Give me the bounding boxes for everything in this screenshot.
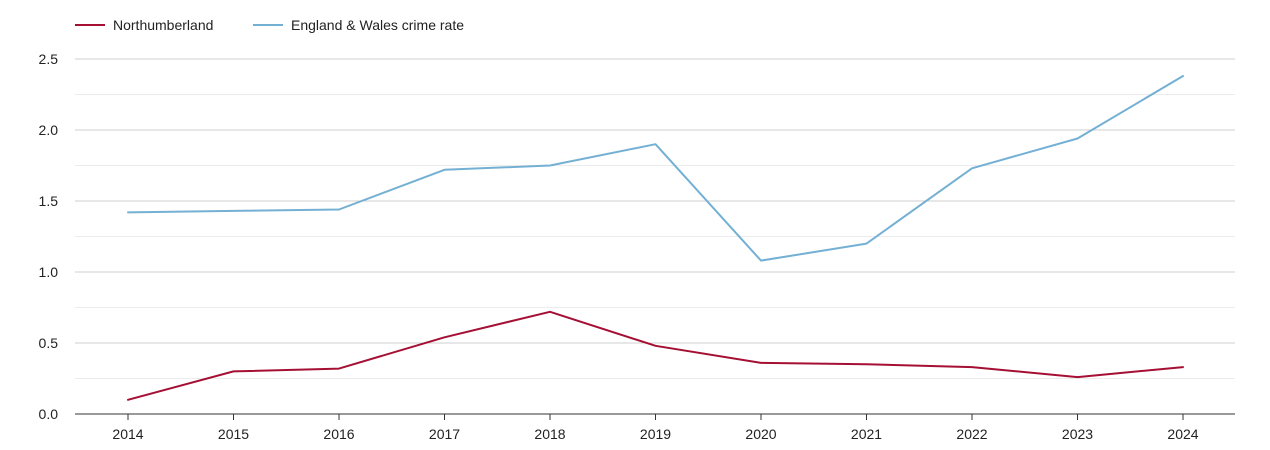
- x-tick-label: 2020: [745, 426, 776, 442]
- x-tick-label: 2015: [218, 426, 249, 442]
- x-tick-label: 2014: [112, 426, 143, 442]
- series-line-northumberland[interactable]: [127, 310, 1184, 401]
- legend-item-northumberland[interactable]: Northumberland: [75, 17, 213, 33]
- y-axis: 0.0 0.5 1.0 1.5 2.0 2.5: [39, 51, 59, 422]
- series-layer: [127, 75, 1184, 401]
- y-tick-label: 2.5: [39, 51, 59, 67]
- x-tick-label: 2019: [640, 426, 671, 442]
- y-tick-label: 2.0: [39, 122, 59, 138]
- x-tick-label: 2018: [534, 426, 565, 442]
- x-tick-label: 2023: [1062, 426, 1093, 442]
- gridlines: [75, 58, 1235, 379]
- legend-label-northumberland: Northumberland: [113, 17, 213, 33]
- series-line-england-wales[interactable]: [127, 75, 1184, 262]
- y-tick-label: 1.5: [39, 193, 59, 209]
- y-tick-label: 0.0: [39, 406, 59, 422]
- legend: Northumberland England & Wales crime rat…: [75, 17, 464, 33]
- x-axis: 2014 2015 2016 2017 2018 2019 2020 2021 2022 2023…: [75, 413, 1235, 442]
- legend-item-england-wales[interactable]: England & Wales crime rate: [253, 17, 464, 33]
- y-tick-label: 1.0: [39, 264, 59, 280]
- x-tick-label: 2024: [1167, 426, 1198, 442]
- x-tick-label: 2022: [956, 426, 987, 442]
- x-tick-label: 2021: [851, 426, 882, 442]
- x-tick-label: 2017: [429, 426, 460, 442]
- x-tick-label: 2016: [323, 426, 354, 442]
- legend-label-england-wales: England & Wales crime rate: [291, 17, 464, 33]
- y-tick-label: 0.5: [39, 335, 59, 351]
